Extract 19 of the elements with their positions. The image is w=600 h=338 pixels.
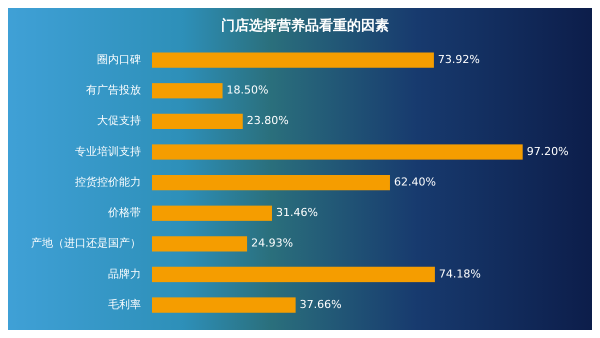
data-label: 23.80% (246, 114, 289, 128)
chart-title: 门店选择营养品看重的因素 (221, 17, 389, 34)
data-label: 24.93% (251, 236, 294, 250)
data-label: 31.46% (276, 206, 318, 220)
y-tick-label: 专业培训支持 (75, 144, 141, 158)
y-tick-label: 大促支持 (97, 114, 141, 128)
y-tick-label: 产地（进口还是国产） (31, 236, 141, 250)
y-tick-label: 价格带 (107, 206, 141, 220)
y-tick-label: 控货控价能力 (75, 175, 141, 188)
data-label: 18.50% (226, 84, 269, 97)
data-label: 62.40% (394, 175, 436, 188)
y-tick-label: 圈内口碑 (97, 52, 141, 66)
data-label: 37.66% (300, 298, 342, 311)
y-tick-label: 有广告投放 (86, 84, 141, 97)
data-label: 97.20% (526, 144, 569, 158)
data-label: 73.92% (438, 52, 480, 66)
y-tick-label: 毛利率 (108, 298, 141, 311)
y-tick-label: 品牌力 (108, 267, 141, 280)
data-label: 74.18% (438, 267, 481, 280)
